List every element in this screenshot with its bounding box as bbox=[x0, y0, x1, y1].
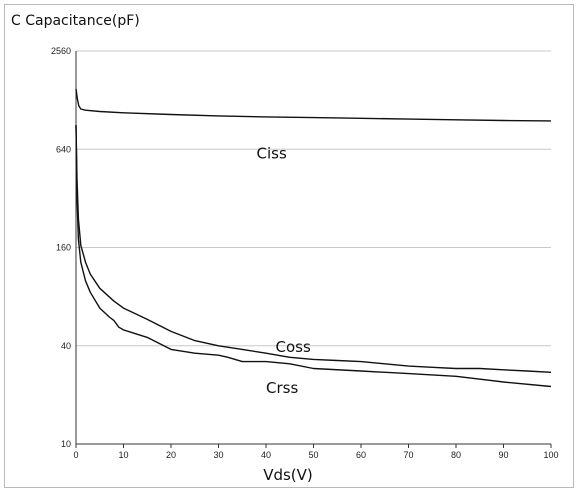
series-line-crss bbox=[75, 125, 552, 388]
y-tick-label: 2560 bbox=[51, 46, 71, 56]
chart-frame: 10 40 160 640 2560 0 10 20 30 40 50 60 70 80 90 100 Ciss… bbox=[4, 4, 574, 488]
y-tick-label: 640 bbox=[56, 144, 71, 154]
series-label-coss: Coss bbox=[276, 338, 311, 356]
x-tick-label: 80 bbox=[451, 450, 461, 460]
y-tick-label: 160 bbox=[56, 243, 71, 253]
x-tick-label: 0 bbox=[73, 450, 78, 460]
x-tick-label: 20 bbox=[166, 450, 176, 460]
grid-layer bbox=[76, 50, 551, 347]
x-tick-label: 40 bbox=[261, 450, 271, 460]
series-line-ciss bbox=[75, 88, 552, 122]
series-layer bbox=[75, 88, 552, 388]
axis-layer bbox=[75, 51, 552, 448]
x-tick-label: 100 bbox=[543, 450, 558, 460]
x-axis-label: Vds(V) bbox=[263, 466, 313, 484]
y-tick-label: 40 bbox=[61, 341, 71, 351]
x-tick-label: 70 bbox=[403, 450, 413, 460]
x-tick-label: 50 bbox=[308, 450, 318, 460]
y-tick-label: 10 bbox=[61, 439, 71, 449]
x-tick-label: 90 bbox=[498, 450, 508, 460]
chart-title: C Capacitance(pF) bbox=[11, 13, 140, 29]
x-tick-label: 30 bbox=[213, 450, 223, 460]
series-label-crss: Crss bbox=[266, 379, 298, 397]
x-tick-label: 10 bbox=[118, 450, 128, 460]
x-tick-label: 60 bbox=[356, 450, 366, 460]
series-label-ciss: Ciss bbox=[257, 145, 287, 163]
series-line-coss bbox=[75, 125, 552, 373]
